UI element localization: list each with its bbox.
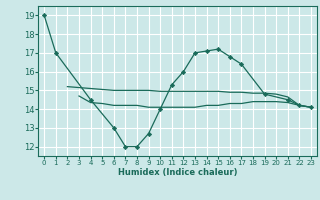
X-axis label: Humidex (Indice chaleur): Humidex (Indice chaleur) [118, 168, 237, 177]
